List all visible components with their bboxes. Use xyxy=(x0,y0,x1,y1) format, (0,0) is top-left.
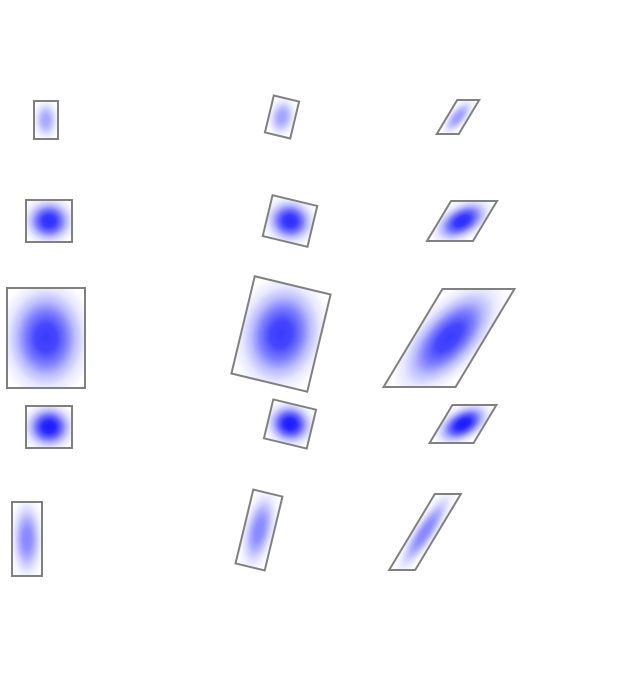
shape-r3c3 xyxy=(384,289,515,387)
shape-r5c2 xyxy=(236,490,283,571)
shape-r4c1 xyxy=(26,406,72,448)
shape-body-r1c2 xyxy=(265,95,299,138)
shape-body-r4c3 xyxy=(430,405,497,443)
shape-body-r2c2 xyxy=(263,195,318,247)
shape-r5c3 xyxy=(389,494,461,570)
shape-body-r3c1 xyxy=(7,288,85,388)
shape-r4c3 xyxy=(430,405,497,443)
shape-r2c2 xyxy=(263,195,318,247)
shape-layer xyxy=(7,95,514,576)
shape-r2c1 xyxy=(26,200,72,242)
shape-r4c2 xyxy=(264,399,316,448)
shape-r3c2 xyxy=(231,276,330,391)
shape-r3c1 xyxy=(7,288,85,388)
shape-body-r4c2 xyxy=(264,399,316,448)
shape-body-r1c3 xyxy=(437,100,479,134)
shape-body-r5c3 xyxy=(389,494,461,570)
shape-body-r1c1 xyxy=(34,101,58,139)
shape-body-r2c3 xyxy=(427,201,497,241)
shape-body-r4c1 xyxy=(26,406,72,448)
shape-body-r5c1 xyxy=(12,502,42,576)
shape-body-r3c3 xyxy=(384,289,515,387)
shape-r2c3 xyxy=(427,201,497,241)
shape-r5c1 xyxy=(12,502,42,576)
shape-r1c3 xyxy=(437,100,479,134)
shape-r1c1 xyxy=(34,101,58,139)
shape-body-r2c1 xyxy=(26,200,72,242)
shape-body-r5c2 xyxy=(236,490,283,571)
shape-r1c2 xyxy=(265,95,299,138)
shape-body-r3c2 xyxy=(231,276,330,391)
